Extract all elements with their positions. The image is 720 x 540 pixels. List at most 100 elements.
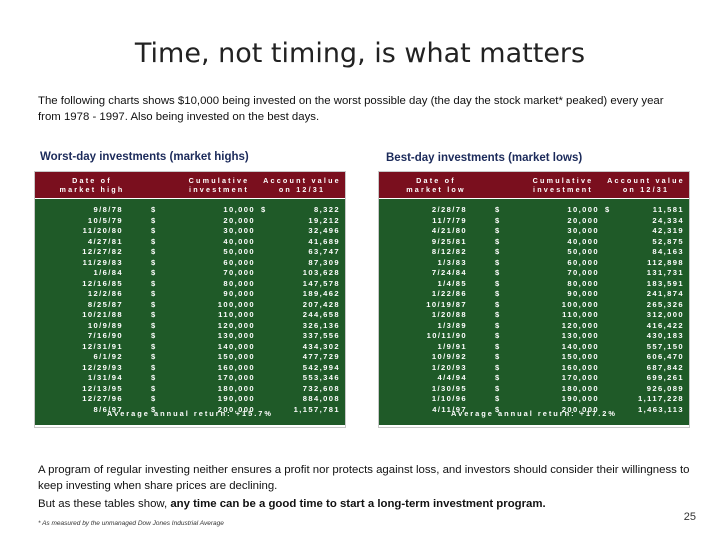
account-value-cell: 557,150 bbox=[646, 341, 684, 351]
closing-text: But as these tables show, any time can b… bbox=[38, 498, 698, 510]
currency-symbol: $ bbox=[151, 278, 157, 288]
account-value-cell: 687,842 bbox=[646, 362, 684, 372]
date-cell: 9/8/78 bbox=[93, 205, 123, 214]
date-cell: 1/3/83 bbox=[437, 257, 467, 267]
table-row: 1/31/94 $170,000 553,346 bbox=[35, 373, 345, 384]
currency-symbol: $ bbox=[151, 404, 157, 414]
table-row: 1/10/96 $190,000 1,117,228 bbox=[379, 394, 689, 405]
investment-cell: 40,000 bbox=[223, 236, 255, 246]
currency-symbol: $ bbox=[495, 215, 501, 225]
currency-symbol: $ bbox=[495, 257, 501, 267]
account-value-cell: 52,875 bbox=[652, 236, 684, 246]
table-row: 10/11/90 $130,000 430,183 bbox=[379, 331, 689, 342]
investment-cell: 10,000 bbox=[567, 205, 599, 214]
table-row: 11/7/79 $20,000 24,334 bbox=[379, 216, 689, 227]
currency-symbol: $ bbox=[151, 205, 157, 214]
currency-symbol: $ bbox=[495, 320, 501, 330]
currency-symbol: $ bbox=[605, 205, 611, 214]
header-date: Date of market low bbox=[406, 176, 466, 194]
disclaimer-text: A program of regular investing neither e… bbox=[38, 464, 690, 492]
account-value-cell: 326,136 bbox=[302, 320, 340, 330]
date-cell: 1/22/86 bbox=[431, 289, 467, 298]
investment-cell: 50,000 bbox=[223, 247, 255, 256]
table-row: 12/27/82 $50,000 63,747 bbox=[35, 247, 345, 258]
table-header: Date of market low Cumulative investment A… bbox=[379, 172, 689, 198]
page-title: Time, not timing, is what matters bbox=[134, 38, 586, 69]
currency-symbol: $ bbox=[495, 404, 501, 414]
account-value-cell: 477,729 bbox=[302, 352, 340, 361]
currency-symbol: $ bbox=[151, 341, 157, 351]
investment-cell: 80,000 bbox=[223, 278, 255, 288]
account-value-cell: 606,470 bbox=[646, 352, 684, 361]
investment-cell: 150,000 bbox=[217, 352, 255, 361]
currency-symbol: $ bbox=[151, 331, 157, 340]
account-value-cell: 416,422 bbox=[646, 320, 684, 330]
table-row: 7/24/84 $70,000 131,731 bbox=[379, 268, 689, 279]
investment-cell: 130,000 bbox=[217, 331, 255, 340]
account-value-cell: 87,309 bbox=[308, 257, 340, 267]
best-day-heading: Best-day investments (market lows) bbox=[386, 152, 583, 164]
table-row: 10/21/88 $110,000 244,658 bbox=[35, 310, 345, 321]
date-cell: 1/9/91 bbox=[437, 341, 467, 351]
table-row: 4/27/81 $40,000 41,689 bbox=[35, 237, 345, 248]
currency-symbol: $ bbox=[495, 236, 501, 246]
account-value-cell: 430,183 bbox=[646, 331, 684, 340]
worst-day-heading: Worst-day investments (market highs) bbox=[40, 151, 249, 163]
investment-cell: 120,000 bbox=[217, 320, 255, 330]
table-row: 1/3/89 $120,000 416,422 bbox=[379, 321, 689, 332]
header-investment: Cumulative investment bbox=[532, 176, 594, 194]
table-row: 4/11/97 $200,000 1,463,113 bbox=[379, 405, 689, 416]
date-cell: 12/13/95 bbox=[82, 383, 123, 393]
date-cell: 10/21/88 bbox=[82, 310, 123, 319]
table-row: 10/9/89 $120,000 326,136 bbox=[35, 321, 345, 332]
currency-symbol: $ bbox=[495, 278, 501, 288]
date-cell: 8/25/87 bbox=[87, 299, 123, 309]
table-row: 11/29/83 $60,000 87,309 bbox=[35, 258, 345, 269]
date-cell: 4/11/97 bbox=[432, 404, 467, 414]
date-cell: 12/16/85 bbox=[82, 278, 123, 288]
table-row: 8/25/87 $100,000 207,428 bbox=[35, 300, 345, 311]
date-cell: 4/4/94 bbox=[437, 373, 467, 382]
account-value-cell: 207,428 bbox=[302, 299, 340, 309]
date-cell: 1/3/89 bbox=[437, 320, 467, 330]
account-value-cell: 41,689 bbox=[308, 236, 340, 246]
date-cell: 11/7/79 bbox=[432, 215, 467, 225]
table-row: 4/21/80 $30,000 42,319 bbox=[379, 226, 689, 237]
table-row: 4/4/94 $170,000 699,261 bbox=[379, 373, 689, 384]
currency-symbol: $ bbox=[495, 268, 501, 277]
account-value-cell: 189,462 bbox=[302, 289, 340, 298]
date-cell: 2/28/78 bbox=[431, 205, 467, 214]
currency-symbol: $ bbox=[151, 268, 157, 277]
table-row: 12/27/96 $190,000 884,008 bbox=[35, 394, 345, 405]
investment-cell: 60,000 bbox=[567, 257, 599, 267]
table-row: 1/20/88 $110,000 312,000 bbox=[379, 310, 689, 321]
investment-cell: 160,000 bbox=[217, 362, 255, 372]
currency-symbol: $ bbox=[495, 373, 501, 382]
account-value-cell: 732,608 bbox=[302, 383, 340, 393]
table-row: 1/4/85 $80,000 183,591 bbox=[379, 279, 689, 290]
investment-cell: 140,000 bbox=[561, 341, 599, 351]
account-value-cell: 1,463,113 bbox=[638, 404, 684, 414]
footnote: * As measured by the unmanaged Dow Jones… bbox=[38, 520, 224, 527]
investment-cell: 30,000 bbox=[223, 226, 255, 235]
date-cell: 12/31/91 bbox=[82, 341, 123, 351]
table-row: 9/8/78 $10,000 $8,322 bbox=[35, 205, 345, 216]
investment-cell: 70,000 bbox=[567, 268, 599, 277]
currency-symbol: $ bbox=[495, 362, 501, 372]
average-return: Average annual return: +17.2% bbox=[451, 409, 617, 418]
account-value-cell: 926,089 bbox=[646, 383, 684, 393]
date-cell: 12/27/96 bbox=[82, 394, 123, 403]
currency-symbol: $ bbox=[495, 383, 501, 393]
account-value-cell: 131,731 bbox=[646, 268, 684, 277]
table-row: 10/9/92 $150,000 606,470 bbox=[379, 352, 689, 363]
account-value-cell: 112,898 bbox=[647, 257, 684, 267]
table-rows: 2/28/78 $10,000 $11,581 11/7/79 $20,000 24,33… bbox=[379, 205, 689, 415]
date-cell: 11/29/83 bbox=[82, 257, 123, 267]
date-cell: 12/27/82 bbox=[82, 247, 123, 256]
currency-symbol: $ bbox=[495, 341, 501, 351]
investment-cell: 130,000 bbox=[561, 331, 599, 340]
date-cell: 12/2/86 bbox=[87, 289, 123, 298]
page-number: 25 bbox=[683, 511, 696, 523]
currency-symbol: $ bbox=[495, 226, 501, 235]
investment-cell: 80,000 bbox=[567, 278, 599, 288]
